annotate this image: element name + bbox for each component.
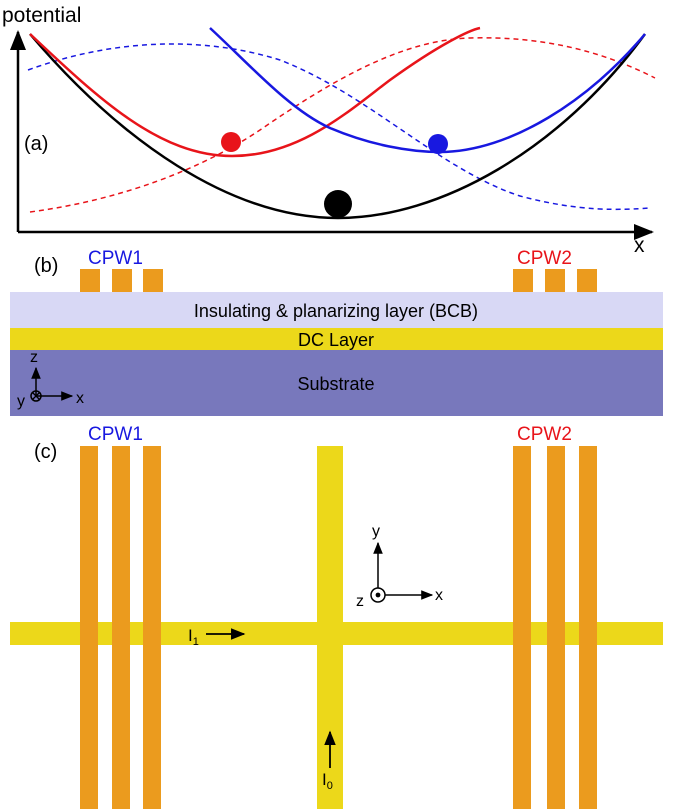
x-axis-label-c: x <box>435 587 443 604</box>
substrate-layer <box>10 350 663 416</box>
cpw1-line <box>80 446 98 809</box>
cpw1-label-b: CPW1 <box>88 248 143 269</box>
blue-particle <box>428 134 448 154</box>
panel-b: (b) CPW1 CPW2 Insulating & planarizing l… <box>10 248 663 416</box>
svg-text:I0: I0 <box>322 770 333 792</box>
cpw2-line <box>579 446 597 809</box>
coordinate-triad-c: y z x <box>356 523 443 610</box>
x-axis-label-b: x <box>76 390 84 407</box>
substrate-label: Substrate <box>297 374 374 394</box>
y-axis-label-c: y <box>372 523 380 540</box>
blue-dashed-curve <box>27 43 651 211</box>
black-particle <box>324 190 352 218</box>
cpw2-line <box>513 446 531 809</box>
cpw2-label-c: CPW2 <box>517 424 572 445</box>
cpw2-strip <box>545 269 565 292</box>
z-axis-label-c: z <box>356 593 364 610</box>
y-axis-label-b: y <box>17 393 25 410</box>
cpw1-strip <box>143 269 163 292</box>
red-particle <box>221 132 241 152</box>
red-curve <box>29 26 481 158</box>
cpw2-label-b: CPW2 <box>517 248 572 269</box>
x-axis-label: x <box>634 234 645 257</box>
insulating-layer <box>10 292 663 328</box>
y-axis-label: potential <box>2 4 81 27</box>
insulating-layer-label: Insulating & planarizing layer (BCB) <box>194 301 478 321</box>
panel-c: (c) CPW1 CPW2 I1 I0 y z <box>10 424 663 809</box>
blue-curve <box>209 27 646 154</box>
panel-b-label: (b) <box>34 255 58 277</box>
panel-a: potential x (a) <box>2 4 656 257</box>
dc-layer-label: DC Layer <box>298 330 374 350</box>
cpw1-label-c: CPW1 <box>88 424 143 445</box>
svg-text:I1: I1 <box>188 626 199 648</box>
panel-a-label: (a) <box>24 133 48 155</box>
cpw1-strip <box>80 269 100 292</box>
current-i0: I0 <box>322 730 336 792</box>
cpw1-strip <box>112 269 132 292</box>
coordinate-triad-b: z y x <box>17 349 84 410</box>
current-i1: I1 <box>188 626 246 648</box>
cpw2-line <box>547 446 565 809</box>
cpw2-strip <box>577 269 597 292</box>
cpw2-strip <box>513 269 533 292</box>
cpw1-line <box>143 446 161 809</box>
panel-c-label: (c) <box>34 441 57 463</box>
dc-layer <box>10 328 663 350</box>
cpw1-line <box>112 446 130 809</box>
z-axis-label-b: z <box>30 349 38 366</box>
red-dashed-curve <box>29 37 656 213</box>
